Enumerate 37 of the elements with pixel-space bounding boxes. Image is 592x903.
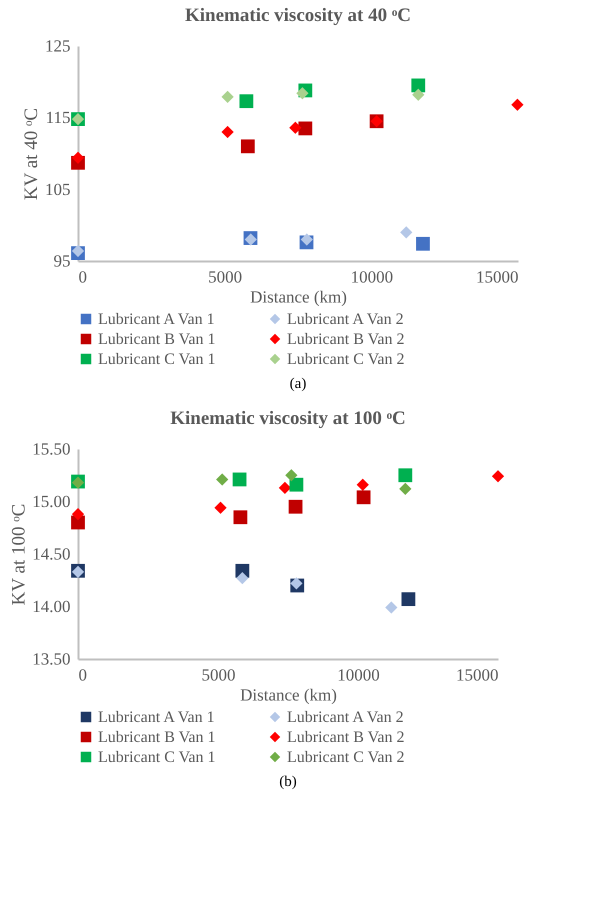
y-tick-label: 15.50 [32, 440, 70, 458]
x-tick-label: 0 [78, 666, 87, 684]
legend-label: Lubricant C Van 1 [98, 351, 216, 368]
y-axis-title: KV at 100 ᵒC [8, 504, 30, 606]
y-tick-label: 13.50 [32, 650, 70, 668]
x-tick-label: 15000 [476, 268, 518, 286]
legend-label: Lubricant B Van 2 [287, 331, 404, 348]
chart-title: Kinematic viscosity at 100 ᵒC [170, 408, 406, 429]
chart-title: Kinematic viscosity at 40 ᵒC [184, 5, 412, 26]
legend-label: Lubricant A Van 2 [287, 311, 404, 328]
x-tick-label: 0 [78, 268, 87, 286]
y-tick-label: 14.50 [32, 544, 70, 564]
x-tick-label: 5000 [208, 268, 242, 286]
legend-label: Lubricant A Van 1 [98, 709, 215, 726]
x-tick-label: 10000 [337, 666, 380, 684]
text: (a) [290, 376, 306, 392]
legend-label: Lubricant B Van 1 [98, 729, 216, 746]
legend-label: Lubricant A Van 1 [98, 311, 215, 328]
y-axis-title: KV at 40 ᵒC [21, 108, 42, 200]
x-tick-label: 5000 [202, 666, 236, 684]
x-tick-label: 10000 [350, 268, 394, 286]
y-tick-label: 105 [45, 180, 70, 199]
legend-label: Lubricant C Van 1 [98, 749, 216, 766]
legend-label: Lubricant C Van 2 [287, 351, 404, 368]
y-tick-label: 14.00 [32, 597, 70, 616]
legend-label: Lubricant C Van 2 [287, 749, 404, 766]
y-tick-label: 115 [46, 108, 70, 128]
legend-label: Lubricant B Van 2 [287, 729, 404, 746]
y-tick-label: 15.00 [32, 492, 70, 511]
x-tick-label: 15000 [456, 666, 498, 684]
y-tick-label: 95 [54, 252, 70, 270]
legend-label: Lubricant B Van 1 [98, 331, 216, 348]
legend-label: Lubricant A Van 2 [287, 709, 404, 726]
y-tick-label: 125 [45, 36, 70, 56]
text: (b) [279, 774, 297, 790]
x-axis-title: Distance (km) [250, 288, 347, 306]
x-axis-title: Distance (km) [240, 686, 337, 704]
